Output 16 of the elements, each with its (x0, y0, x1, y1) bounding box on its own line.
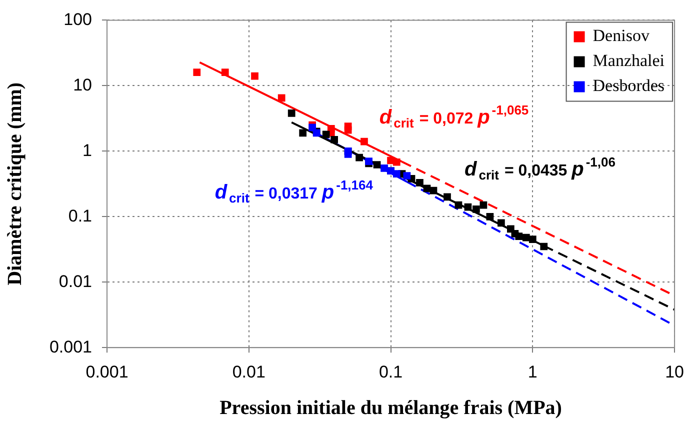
x-tick-label: 0.001 (86, 362, 128, 382)
legend-label: Desbordes (592, 76, 665, 96)
y-tick-label: 0.1 (68, 206, 92, 226)
y-axis-title: Diamètre critique (mm) (4, 82, 26, 286)
y-tick-label: 0.001 (49, 337, 92, 356)
legend-label: Manzhalei (592, 51, 665, 70)
x-tick-label: 0.01 (232, 362, 266, 382)
x-axis-title: Pression initiale du mélange frais (MPa) (220, 397, 562, 420)
y-tick-label: 10 (73, 75, 92, 94)
y-tick-label: 100 (64, 10, 92, 29)
y-tick-label: 1 (82, 140, 92, 160)
x-tick-label: 0.1 (378, 362, 403, 382)
x-tick-label: 1 (528, 362, 538, 382)
x-tick-label: 10 (665, 362, 684, 382)
legend-label: Denisov (592, 26, 650, 46)
y-tick-label: 0.01 (58, 272, 92, 291)
